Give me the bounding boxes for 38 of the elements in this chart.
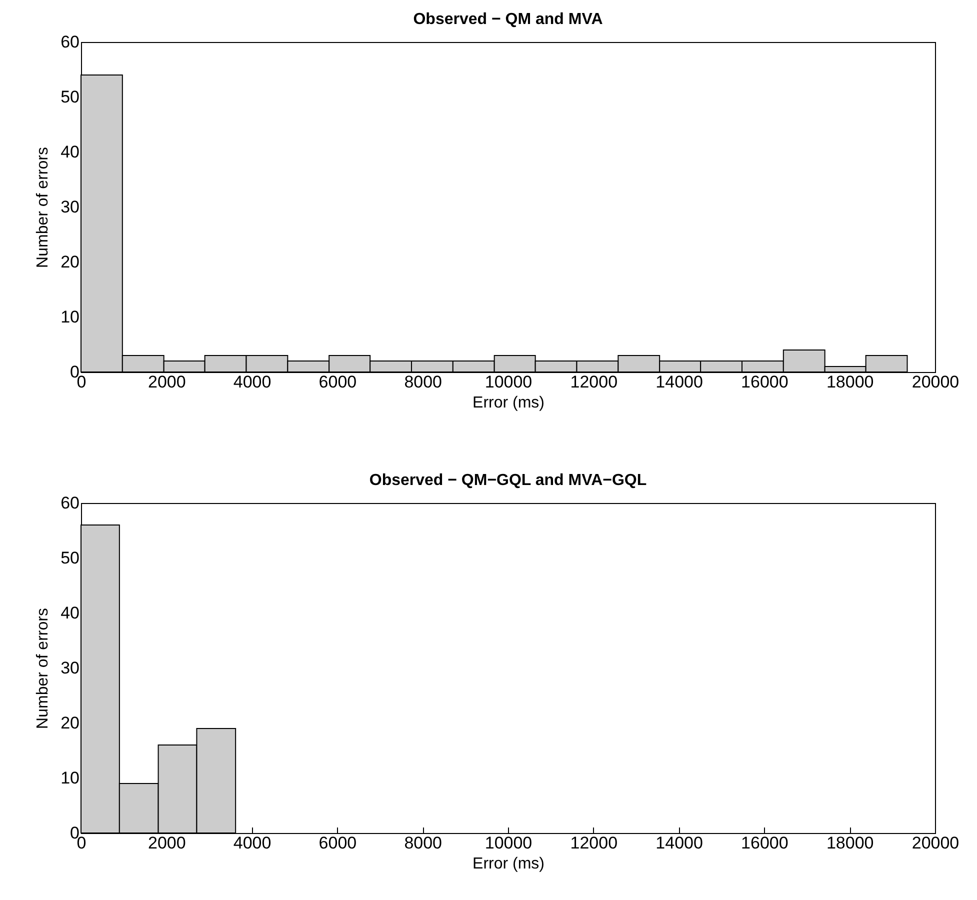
x-tick-label: 18000 — [826, 372, 874, 392]
x-tick-label: 20000 — [912, 372, 960, 392]
y-tick-label: 50 — [60, 548, 80, 568]
x-tick-label: 10000 — [484, 372, 532, 392]
x-tick-label: 14000 — [656, 834, 703, 852]
y-tick-label: 60 — [60, 494, 80, 512]
x-tick-label: 18000 — [826, 834, 874, 852]
y-tick-label: 20 — [60, 252, 80, 272]
x-tick-label: 8000 — [404, 834, 442, 852]
y-tick-label: 50 — [60, 88, 80, 106]
x-axis-title: Error (ms) — [472, 394, 544, 412]
x-tick-label: 20000 — [912, 834, 960, 852]
y-tick-label: 40 — [60, 142, 80, 162]
x-tick-label: 6000 — [318, 372, 357, 392]
x-tick-label: 14000 — [656, 372, 703, 392]
chart-title: Observed − QM and MVA — [413, 11, 604, 28]
y-tick-label: 20 — [60, 714, 80, 732]
y-tick-label: 60 — [60, 32, 80, 52]
x-tick-label: 12000 — [570, 834, 618, 852]
y-tick-label: 10 — [60, 768, 80, 788]
x-tick-label: 6000 — [318, 834, 357, 852]
x-tick-label: 8000 — [404, 372, 442, 392]
x-tick-label: 12000 — [570, 372, 618, 392]
y-axis-title: Number of errors — [34, 608, 52, 729]
x-tick-label: 2000 — [148, 834, 186, 852]
x-tick-label: 4000 — [233, 372, 272, 392]
x-tick-label: 2000 — [148, 372, 186, 392]
y-axis-title: Number of errors — [34, 147, 52, 268]
chart-title: Observed − QM−GQL and MVA−GQL — [369, 472, 647, 489]
y-tick-label: 40 — [60, 604, 80, 622]
x-tick-label: 4000 — [233, 834, 272, 852]
y-tick-label: 30 — [60, 658, 80, 678]
y-tick-label: 30 — [60, 198, 80, 216]
x-tick-label: 16000 — [741, 834, 788, 852]
x-axis-title: Error (ms) — [472, 856, 544, 872]
x-tick-label: 16000 — [741, 372, 788, 392]
x-tick-label: 10000 — [484, 834, 532, 852]
y-tick-label: 10 — [60, 308, 80, 326]
